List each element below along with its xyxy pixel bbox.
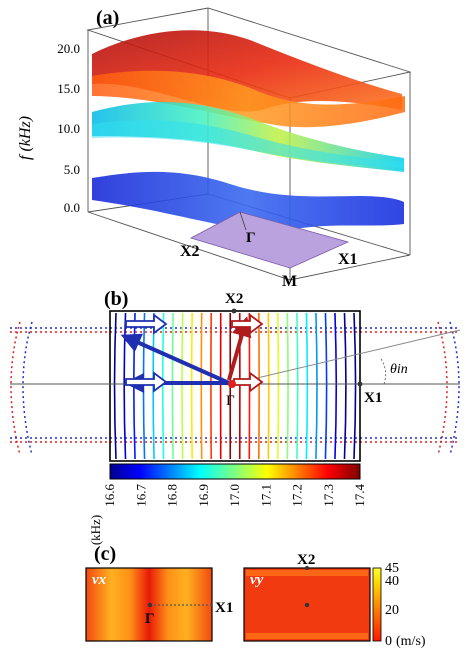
panel-b-colorbar-ticks: 16.6 16.7 16.8 16.9 17.0 17.1 17.2 17.3 17.4 [102,484,367,507]
panel-a-label: (a) [96,7,119,29]
panel-c-colorbar-unit: (m/s) [396,634,426,649]
vx-x1-label: X1 [215,600,233,616]
colorbar-tick-label: 17.4 [352,484,367,507]
vy-x2-marker [305,566,309,570]
colorbar-tick-label: 17.2 [290,484,305,507]
point-gamma-label: Γ [246,230,256,246]
contour-line [161,312,165,460]
panel-a: (a) 20.0 15.0 10.0 5.0 0.0 f (kHz) Γ [17,7,412,290]
panel-b-x2-label: X2 [225,291,243,307]
incident-direction-line [231,329,461,385]
contour-line [305,312,309,460]
contour-line [334,312,338,460]
panel-b-x1-label: X1 [364,390,382,406]
point-x1-label: X1 [338,251,358,268]
angle-theta-label: θin [390,362,408,377]
contour-line [133,312,136,460]
panel-c-label: (c) [94,543,116,565]
panel-b-label: (b) [104,288,128,310]
panel-b-gamma-label: Γ [226,393,235,409]
y-tick-label: 10.0 [57,121,80,136]
contour-line [171,312,174,460]
colorbar-tick-label: 16.8 [165,484,180,507]
band-surface-1 [92,171,404,232]
colorbar-tick-label: 17.1 [258,484,273,507]
panel-c: (c) vx Γ X1 vy X2 45 40 20 0 (m/s) [85,543,426,649]
equifrequency-dotted-lines [10,321,460,456]
contour-line [277,312,280,460]
panel-c-colorbar-tick: 20 [385,603,399,618]
panel-b: (b) [10,288,461,545]
y-tick-label: 5.0 [64,162,80,177]
gamma-point-marker [228,380,236,388]
contour-line [190,312,193,460]
brillouin-zone-face [189,211,350,269]
red-wavevector-arrow [233,371,264,393]
contour-line [142,312,146,460]
red-wavevector-arrow [231,313,264,335]
contour-line [315,312,318,460]
contour-line [296,312,299,460]
contour-line [286,312,289,460]
band-surface-4 [92,70,405,128]
vy-gamma-marker [304,602,310,608]
point-x2-label: X2 [180,243,200,260]
colorbar-tick-label: 17.3 [321,484,336,507]
contour-line [181,312,184,460]
colorbar-tick-label: 17.0 [227,484,242,507]
colorbar-tick-label: 16.6 [102,484,117,507]
vy-map-top-band [246,570,368,576]
contour-line [324,312,328,460]
vx-gamma-marker [147,602,153,608]
blue-wavevector-arrow [125,371,168,393]
angle-arc [380,358,387,385]
x1-point-marker [357,381,363,387]
band-surface-2 [92,120,404,168]
vy-map-bottom-band [246,633,368,639]
colorbar-tick-label: 16.7 [133,484,148,507]
contour-line [123,312,127,460]
panel-b-colorbar [109,463,361,480]
panel-c-colorbar-tick: 45 [385,561,399,576]
vx-map-title: vx [92,572,107,588]
panel-c-colorbar-tick: 0 [385,634,392,649]
contour-line [343,312,347,460]
panel-a-y-ticks: 20.0 15.0 10.0 5.0 0.0 [57,41,80,215]
colorbar-tick-label: 16.9 [196,484,211,507]
panel-c-colorbar [372,567,382,642]
vx-gamma-label: Γ [145,611,155,627]
vy-map-title: vy [250,572,264,588]
y-tick-label: 15.0 [57,81,80,96]
blue-wavevector-arrow [125,313,168,335]
vy-x2-label: X2 [297,552,315,568]
panel-a-y-axis-label: f (kHz) [17,116,34,160]
group-velocity-arrows [120,313,264,393]
red-velocity-arrow [227,316,252,381]
contour-line [113,312,117,460]
y-tick-label: 0.0 [64,200,80,215]
panel-c-colorbar-tick: 40 [385,574,399,589]
x2-point-marker [231,308,237,314]
y-tick-label: 20.0 [57,41,80,56]
blue-velocity-arrow [120,333,230,385]
panel-b-colorbar-unit: (kHz) [88,515,103,545]
point-m-label: M [282,273,297,290]
contour-line [353,312,357,460]
